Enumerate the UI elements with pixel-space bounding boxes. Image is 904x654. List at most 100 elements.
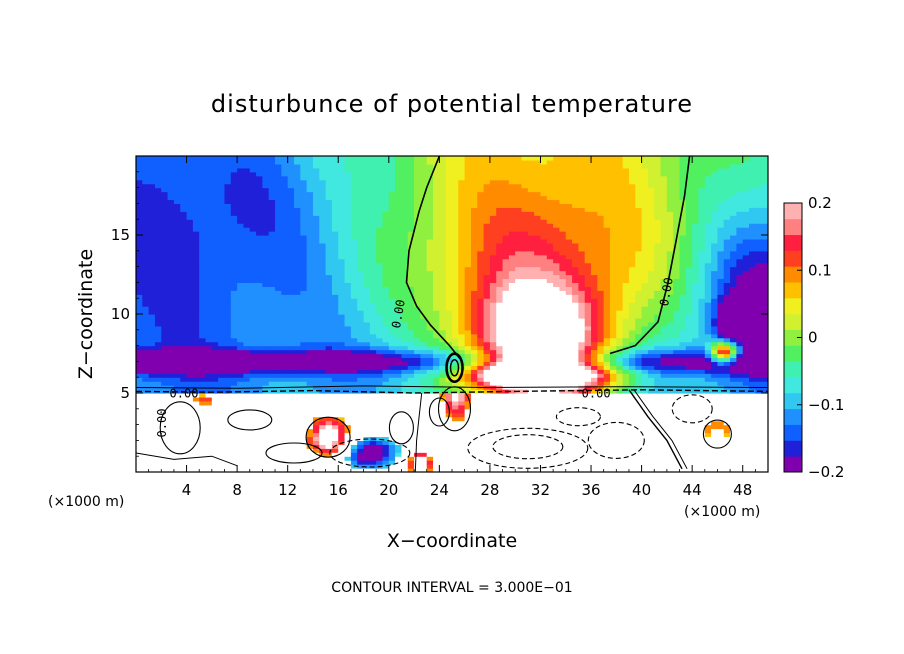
field-cell <box>275 211 282 216</box>
field-cell <box>199 310 207 315</box>
field-cell <box>496 215 504 220</box>
field-cell <box>338 329 346 335</box>
field-cell <box>464 238 472 244</box>
field-cell <box>211 337 219 343</box>
field-cell <box>458 235 466 240</box>
field-cell <box>483 432 491 438</box>
field-cell <box>401 424 409 430</box>
field-cell <box>237 424 245 430</box>
field-cell <box>414 452 421 457</box>
field-cell <box>300 175 308 181</box>
field-cell <box>331 314 339 319</box>
field-cell <box>300 278 308 283</box>
field-cell <box>224 187 232 193</box>
field-cell <box>167 333 175 339</box>
field-cell <box>306 242 314 248</box>
field-cell <box>262 353 270 359</box>
field-cell <box>262 325 270 331</box>
field-cell <box>470 373 478 378</box>
field-cell <box>414 238 421 244</box>
field-cell <box>464 278 472 283</box>
field-cell <box>154 400 162 406</box>
field-cell <box>180 314 188 319</box>
field-cell <box>281 420 289 426</box>
field-cell <box>382 404 390 410</box>
field-cell <box>477 235 485 240</box>
field-cell <box>357 191 365 197</box>
field-cell <box>452 199 459 204</box>
field-cell <box>464 159 472 165</box>
field-cell <box>502 211 510 216</box>
field-cell <box>521 381 529 386</box>
field-cell <box>439 282 447 287</box>
field-cell <box>142 428 150 434</box>
field-cell <box>508 393 516 398</box>
field-cell <box>483 191 491 197</box>
field-cell <box>173 235 181 240</box>
field-cell <box>395 195 403 201</box>
field-cell <box>230 393 238 398</box>
field-cell <box>458 290 466 295</box>
field-cell <box>458 278 466 283</box>
field-cell <box>186 329 194 335</box>
field-cell <box>173 298 181 303</box>
field-cell <box>369 156 377 161</box>
field-cell <box>527 353 535 359</box>
field-cell <box>173 345 181 351</box>
field-cell <box>407 227 415 232</box>
field-cell <box>363 448 371 453</box>
field-cell <box>363 440 371 445</box>
field-cell <box>376 333 384 339</box>
field-cell <box>382 337 390 343</box>
field-cell <box>136 408 143 414</box>
field-cell <box>192 317 200 323</box>
field-cell <box>154 337 162 343</box>
field-cell <box>439 163 447 169</box>
field-cell <box>173 377 181 382</box>
field-cell <box>521 215 529 220</box>
field-cell <box>521 444 529 449</box>
field-cell <box>496 325 504 331</box>
field-cell <box>154 266 162 272</box>
field-cell <box>433 298 440 303</box>
field-cell <box>483 179 491 185</box>
field-cell <box>192 207 200 212</box>
field-cell <box>395 385 403 390</box>
field-cell <box>470 369 478 374</box>
field-cell <box>483 341 491 347</box>
field-cell <box>420 294 428 299</box>
field-cell <box>237 314 245 319</box>
field-cell <box>199 396 207 402</box>
field-cell <box>300 179 308 185</box>
field-cell <box>294 175 301 181</box>
field-cell <box>363 420 371 426</box>
field-cell <box>470 468 478 472</box>
field-cell <box>357 408 365 414</box>
field-cell <box>199 258 207 264</box>
field-cell <box>395 175 403 181</box>
field-cell <box>205 393 213 398</box>
field-cell <box>306 361 314 366</box>
field-cell <box>414 337 421 343</box>
field-cell <box>331 183 339 189</box>
field-cell <box>218 333 226 339</box>
field-cell <box>338 349 346 355</box>
field-cell <box>452 191 459 197</box>
field-cell <box>294 294 301 299</box>
field-cell <box>167 211 175 216</box>
field-cell <box>275 314 282 319</box>
field-cell <box>161 266 169 272</box>
field-cell <box>218 337 226 343</box>
field-cell <box>154 246 162 252</box>
field-cell <box>243 223 251 228</box>
field-cell <box>502 341 510 347</box>
field-cell <box>243 385 251 390</box>
field-cell <box>237 385 245 390</box>
field-cell <box>154 369 162 374</box>
field-cell <box>218 262 226 268</box>
field-cell <box>268 191 276 197</box>
field-cell <box>439 337 447 343</box>
field-cell <box>331 440 339 445</box>
field-cell <box>350 436 358 441</box>
field-cell <box>161 321 169 327</box>
